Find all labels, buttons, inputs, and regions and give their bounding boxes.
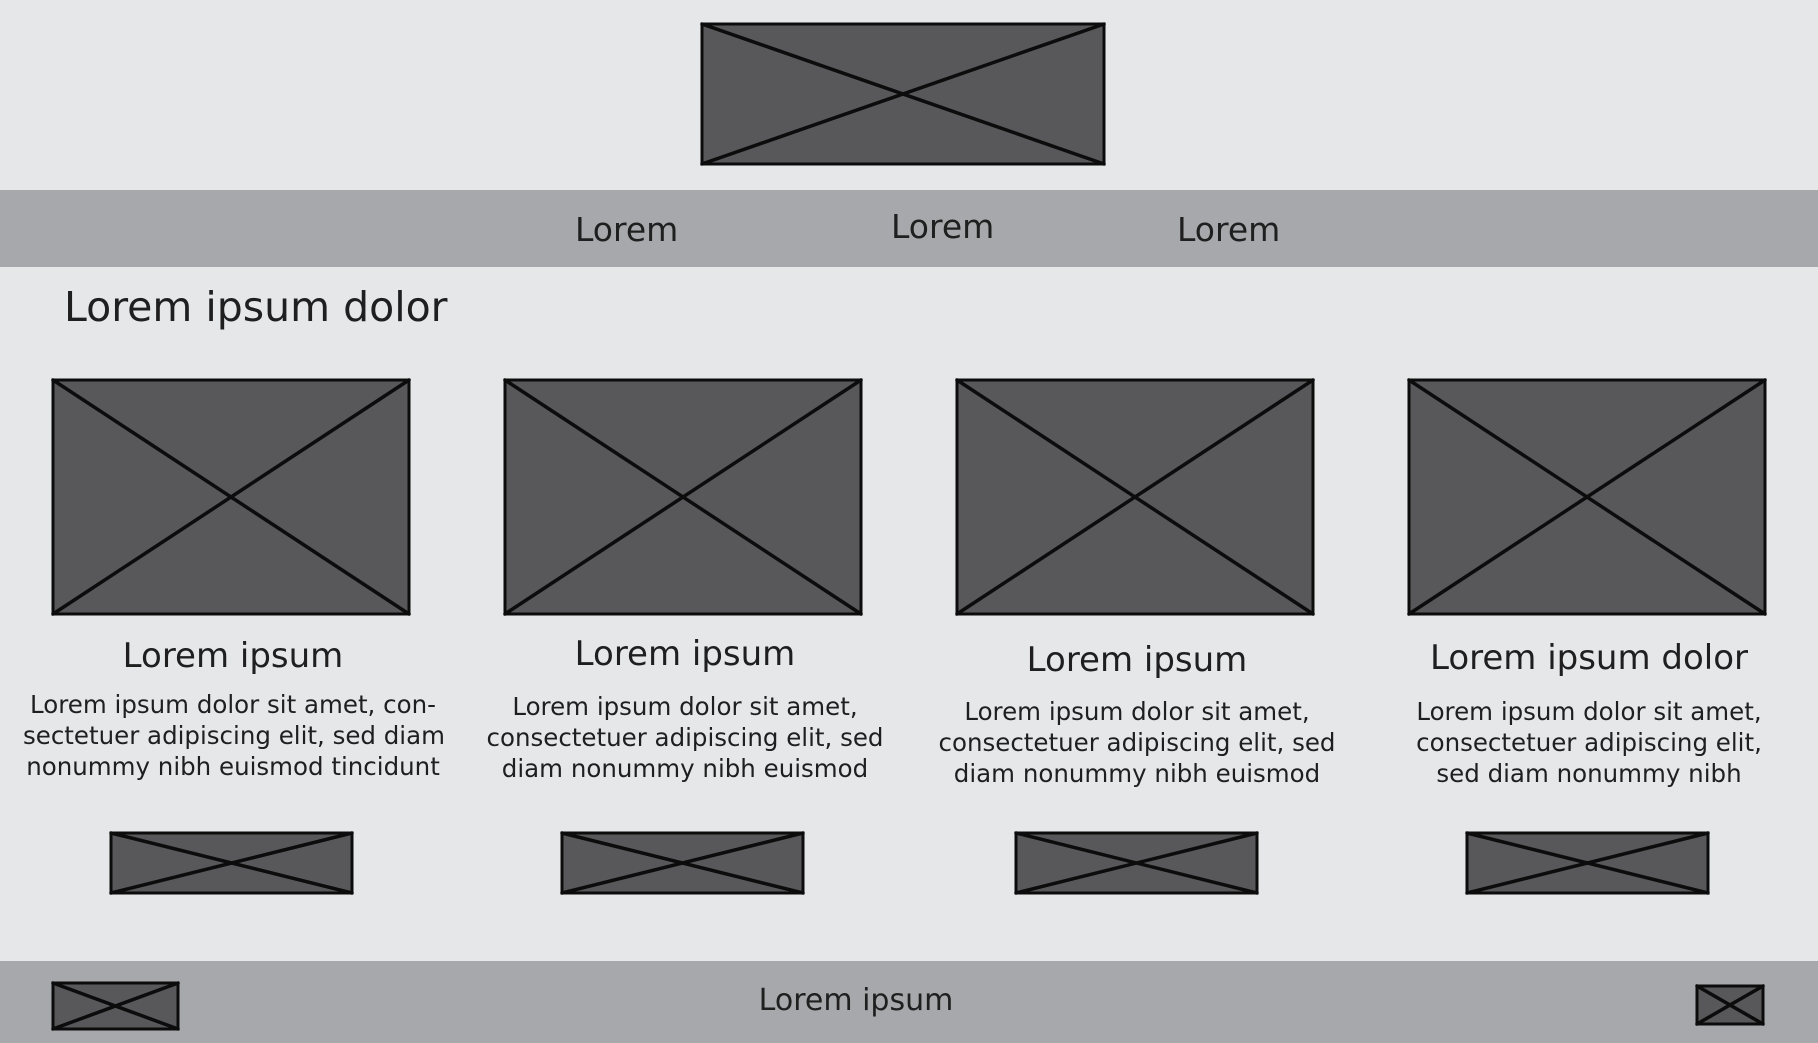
image-placeholder-icon (700, 22, 1106, 166)
card-title: Lorem ipsum (574, 634, 796, 674)
card-title: Lorem ipsum (1026, 640, 1248, 680)
image-placeholder-icon (51, 378, 411, 616)
image-placeholder-icon (503, 378, 863, 616)
card-description-line: Lorem ipsum dolor sit amet, (512, 692, 858, 721)
card-description-line: Lorem ipsum dolor sit amet, (964, 697, 1310, 726)
card-image-placeholder (1407, 378, 1767, 616)
card-button-placeholder[interactable] (1465, 831, 1710, 895)
card-3: Lorem ipsum Lorem ipsum dolor sit amet, … (939, 378, 1335, 900)
card-2: Lorem ipsum Lorem ipsum dolor sit amet, … (487, 378, 883, 900)
card-image-placeholder (503, 378, 863, 616)
logo-image-placeholder[interactable] (700, 22, 1106, 166)
card-description-line: nonummy nibh euismod tincidunt (26, 752, 440, 781)
card-description-line: diam nonummy nibh euismod (953, 759, 1321, 788)
card-description-line: sectetuer adipiscing elit, sed diam (23, 721, 445, 750)
card-description: Lorem ipsum dolor sit amet, consectetuer… (475, 691, 895, 784)
image-placeholder-icon (1465, 831, 1710, 895)
card-4: Lorem ipsum dolor Lorem ipsum dolor sit … (1407, 378, 1769, 900)
image-placeholder-icon (109, 831, 354, 895)
card-image-placeholder (955, 378, 1315, 616)
card-description: Lorem ipsum dolor sit amet, consectetuer… (1379, 696, 1799, 789)
image-placeholder-icon (51, 981, 180, 1031)
image-placeholder-icon (1407, 378, 1767, 616)
card-button-placeholder[interactable] (560, 831, 805, 895)
card-description-line: Lorem ipsum dolor sit amet, (1416, 697, 1762, 726)
image-placeholder-icon (1695, 984, 1765, 1026)
card-description-line: sed diam nonummy nibh (1436, 759, 1742, 788)
card-description-line: diam nonummy nibh euismod (501, 754, 869, 783)
nav-link-2[interactable]: Lorem (891, 207, 995, 246)
nav-link-3[interactable]: Lorem (1177, 210, 1281, 249)
image-placeholder-icon (1014, 831, 1259, 895)
card-description-line: consectetuer adipiscing elit, sed (486, 723, 884, 752)
image-placeholder-icon (955, 378, 1315, 616)
footer-icon-placeholder[interactable] (1695, 984, 1765, 1026)
card-title: Lorem ipsum (122, 636, 344, 676)
card-1: Lorem ipsum Lorem ipsum dolor sit amet, … (23, 378, 445, 900)
card-title: Lorem ipsum dolor (1429, 638, 1749, 678)
card-image-placeholder (51, 378, 411, 616)
nav-link-1[interactable]: Lorem (575, 210, 679, 249)
footer-text: Lorem ipsum (758, 983, 954, 1018)
card-description-line: consectetuer adipiscing elit, sed (938, 728, 1336, 757)
card-button-placeholder[interactable] (109, 831, 354, 895)
card-button-placeholder[interactable] (1014, 831, 1259, 895)
card-description-line: Lorem ipsum dolor sit amet, con- (30, 690, 436, 719)
card-description: Lorem ipsum dolor sit amet, con- sectetu… (23, 689, 445, 782)
nav-bar: Lorem Lorem Lorem (0, 190, 1818, 267)
footer-logo-placeholder[interactable] (51, 981, 180, 1031)
section-title: Lorem ipsum dolor (64, 283, 448, 331)
image-placeholder-icon (560, 831, 805, 895)
card-description-line: consectetuer adipiscing elit, (1416, 728, 1762, 757)
footer-bar: Lorem ipsum (0, 961, 1818, 1043)
card-description: Lorem ipsum dolor sit amet, consectetuer… (927, 696, 1347, 789)
